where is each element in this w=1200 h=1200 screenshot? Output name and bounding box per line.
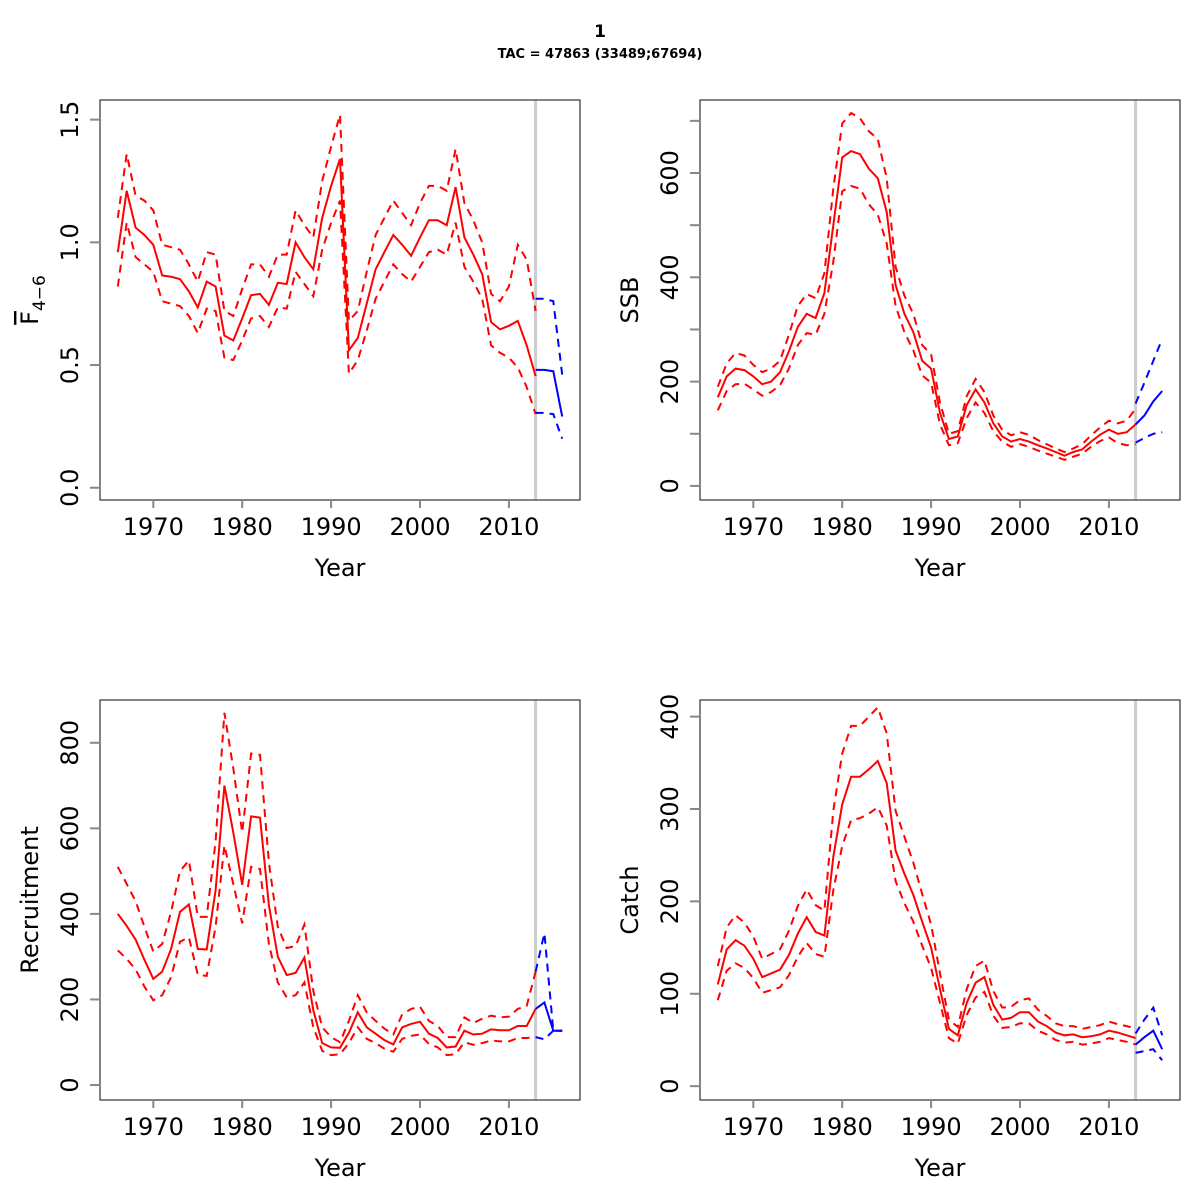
x-tick-label: 2000 bbox=[989, 1113, 1050, 1141]
historical-lower-line bbox=[716, 184, 1136, 461]
y-tick-label: 800 bbox=[56, 720, 84, 766]
forecast-upper-line bbox=[1134, 338, 1164, 404]
forecast-upper-line bbox=[535, 297, 564, 375]
x-tick-label: 1990 bbox=[901, 513, 962, 541]
x-tick-label: 1970 bbox=[123, 1113, 184, 1141]
x-axis-label: Year bbox=[314, 554, 366, 582]
x-tick-label: 1990 bbox=[301, 513, 362, 541]
panel-ssb: 1970 1980 1990 2000 2010 0 200 400 600 Year SSB bbox=[616, 99, 1181, 582]
figure-subtitle: TAC = 47863 (33489;67694) bbox=[497, 47, 703, 62]
x-tick-label: 1970 bbox=[123, 513, 184, 541]
y-tick-label: 0 bbox=[656, 1079, 684, 1094]
historical-upper-line bbox=[116, 712, 537, 1044]
y-tick-label: 0.5 bbox=[56, 346, 84, 384]
y-tick-label: 600 bbox=[656, 150, 684, 196]
historical-lower-line bbox=[116, 200, 537, 415]
y-axis-label: F4−6 bbox=[16, 275, 50, 325]
y-tick-label: 100 bbox=[656, 971, 684, 1017]
y-tick-label: 200 bbox=[56, 977, 84, 1023]
figure-title: 1 bbox=[594, 22, 606, 42]
y-tick-label: 600 bbox=[56, 805, 84, 851]
forecast-lower-line bbox=[535, 411, 564, 440]
panel-recruitment: 1970 1980 1990 2000 2010 0 200 400 600 800 Year Rec… bbox=[16, 699, 581, 1182]
y-tick-label: 0 bbox=[656, 478, 684, 493]
y-tick-label: 400 bbox=[656, 254, 684, 300]
x-tick-label: 1980 bbox=[212, 513, 273, 541]
plot-frame bbox=[99, 99, 581, 501]
y-tick-label: 300 bbox=[656, 786, 684, 832]
x-tick-label: 2010 bbox=[478, 513, 539, 541]
y-tick-label: 400 bbox=[56, 891, 84, 937]
y-tick-label: 200 bbox=[656, 878, 684, 924]
x-axis-label: Year bbox=[914, 1154, 966, 1182]
y-tick-label: 0.0 bbox=[56, 469, 84, 507]
y-tick-label: 200 bbox=[656, 359, 684, 405]
forecast-upper-line bbox=[534, 932, 563, 1032]
y-axis-label: Catch bbox=[616, 865, 644, 934]
plot-frame bbox=[699, 699, 1181, 1101]
forecast-upper-line bbox=[1134, 1005, 1164, 1036]
historical-upper-line bbox=[116, 114, 537, 324]
x-tick-label: 1970 bbox=[723, 1113, 784, 1141]
x-axis-label: Year bbox=[314, 1154, 366, 1182]
forecast-estimate-line bbox=[535, 368, 564, 417]
forecast-estimate-line bbox=[1134, 390, 1163, 426]
historical-estimate-line bbox=[116, 785, 537, 1049]
x-axis-label: Year bbox=[914, 554, 966, 582]
forecast-estimate-line bbox=[1134, 1029, 1164, 1050]
forecast-lower-line bbox=[1135, 431, 1163, 444]
historical-upper-line bbox=[716, 111, 1137, 454]
x-tick-label: 2010 bbox=[478, 1113, 539, 1141]
historical-upper-line bbox=[716, 705, 1136, 1030]
historical-estimate-line bbox=[716, 149, 1137, 457]
historical-estimate-line bbox=[116, 158, 537, 377]
y-tick-label: 0 bbox=[56, 1077, 84, 1092]
x-tick-label: 1980 bbox=[812, 1113, 873, 1141]
x-tick-label: 2010 bbox=[1078, 1113, 1139, 1141]
x-tick-label: 2010 bbox=[1078, 513, 1139, 541]
forecast-lower-line bbox=[535, 1029, 563, 1041]
y-tick-label: 1.5 bbox=[56, 101, 84, 139]
historical-lower-line bbox=[716, 805, 1136, 1046]
panel-catch: 1970 1980 1990 2000 2010 0 100 200 300 400 Year Cat… bbox=[616, 694, 1181, 1182]
x-tick-label: 1970 bbox=[723, 513, 784, 541]
x-tick-label: 2000 bbox=[389, 1113, 450, 1141]
x-tick-label: 1980 bbox=[812, 513, 873, 541]
x-tick-label: 1980 bbox=[212, 1113, 273, 1141]
y-tick-label: 400 bbox=[656, 694, 684, 740]
y-axis-label: SSB bbox=[616, 277, 644, 324]
historical-estimate-line bbox=[716, 759, 1136, 1040]
x-tick-label: 2000 bbox=[989, 513, 1050, 541]
y-axis-label: Recruitment bbox=[16, 826, 44, 973]
plot-frame bbox=[699, 99, 1181, 501]
historical-lower-line bbox=[117, 845, 536, 1057]
plot-frame bbox=[99, 699, 581, 1101]
y-tick-label: 1.0 bbox=[56, 223, 84, 261]
panel-fbar: 1970 1980 1990 2000 2010 0.0 0.5 1.0 1.5 Year F4−6 bbox=[16, 99, 581, 582]
x-tick-label: 1990 bbox=[901, 1113, 962, 1141]
x-tick-label: 1990 bbox=[301, 1113, 362, 1141]
forecast-lower-line bbox=[1135, 1048, 1163, 1061]
forecast-estimate-line bbox=[535, 1000, 563, 1032]
x-tick-label: 2000 bbox=[389, 513, 450, 541]
